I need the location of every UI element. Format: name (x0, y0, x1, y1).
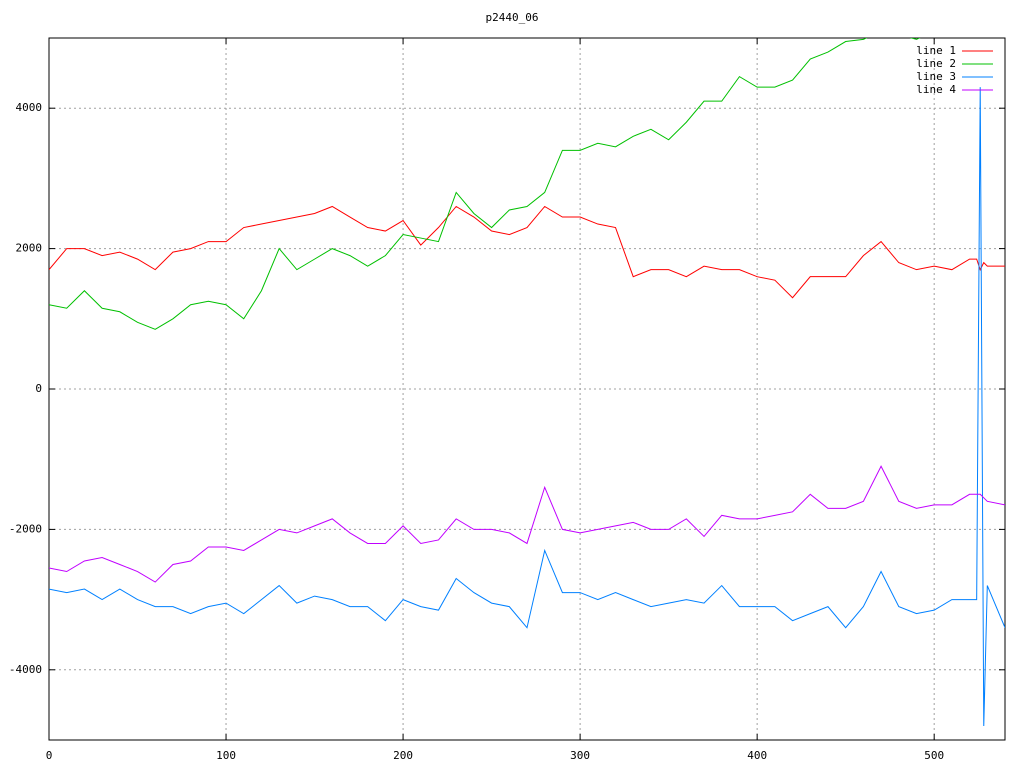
y-tick-label: 4000 (16, 101, 43, 114)
y-tick-label: 2000 (16, 242, 43, 255)
y-tick-label: -4000 (9, 663, 42, 676)
legend-label: line 1 (916, 44, 956, 57)
legend-label: line 4 (916, 83, 956, 96)
x-tick-label: 0 (46, 749, 53, 762)
series-line (49, 87, 1005, 726)
x-tick-label: 300 (570, 749, 590, 762)
x-tick-label: 200 (393, 749, 413, 762)
y-tick-label: -2000 (9, 522, 42, 535)
x-tick-label: 100 (216, 749, 236, 762)
plot-frame (48, 37, 1006, 741)
plot-area (49, 38, 1005, 726)
series-line (49, 465, 1005, 583)
series-line (49, 38, 921, 330)
series-line (49, 205, 1005, 299)
chart-title: p2440_06 (486, 11, 539, 24)
x-tick-label: 400 (747, 749, 767, 762)
y-tick-label: 0 (35, 382, 42, 395)
legend-label: line 2 (916, 57, 956, 70)
legend-label: line 3 (916, 70, 956, 83)
x-tick-label: 500 (924, 749, 944, 762)
